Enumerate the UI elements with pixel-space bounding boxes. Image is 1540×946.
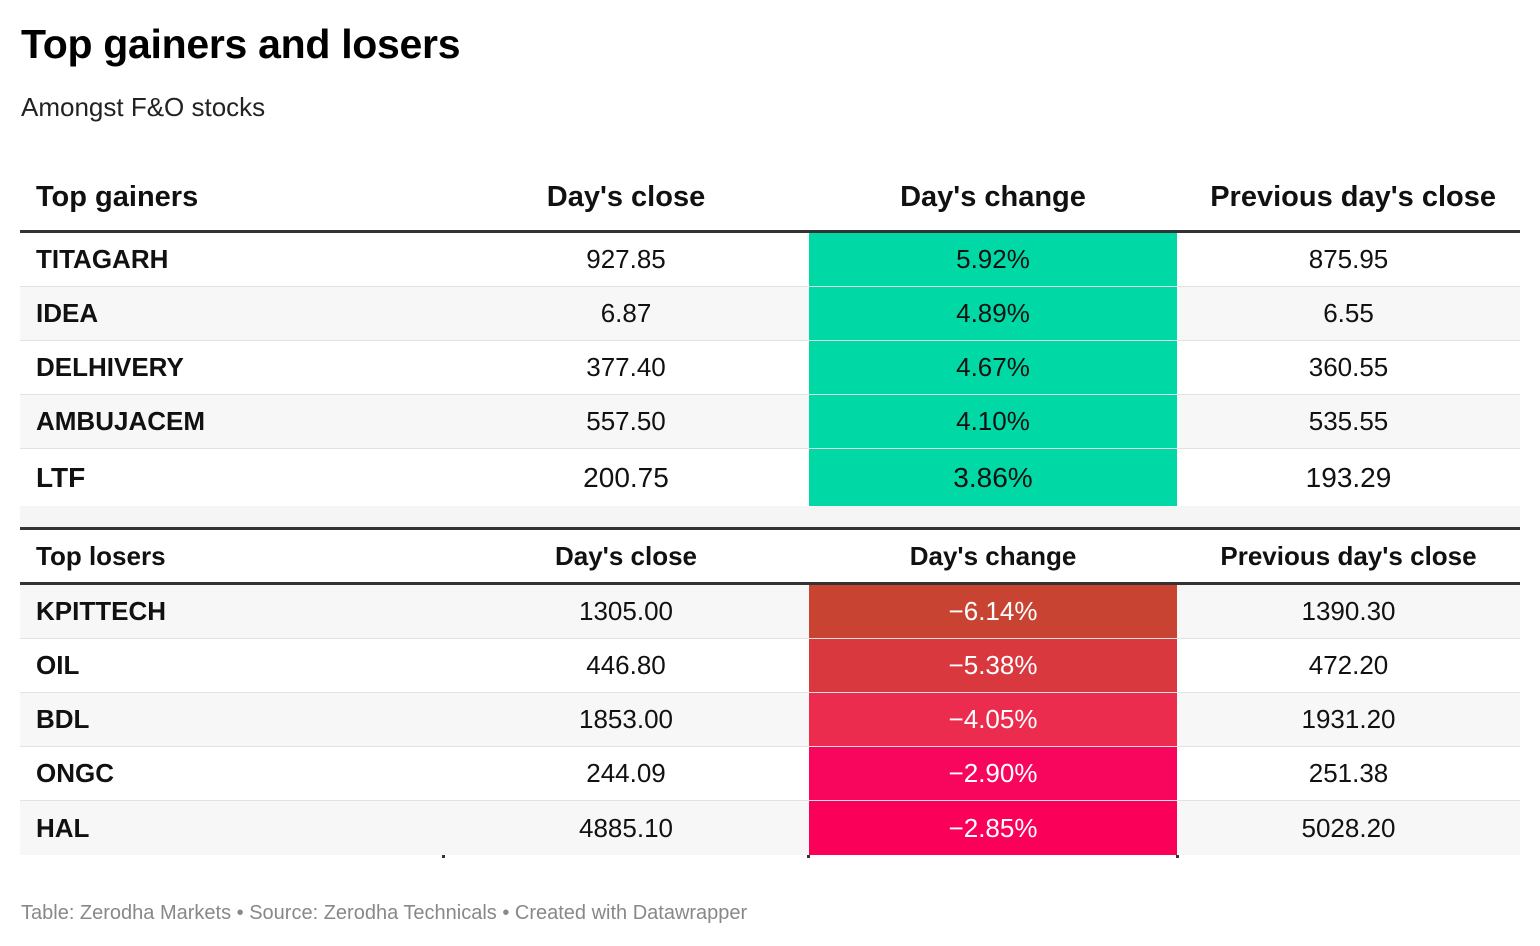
prev-close: 535.55: [1308, 406, 1389, 436]
stock-name: HAL: [36, 812, 90, 843]
days-change: 4.10%: [809, 395, 1177, 448]
gainer-row: LTF 200.75 3.86% 193.29: [20, 449, 1520, 506]
days-change: 3.86%: [809, 449, 1177, 506]
prev-close: 472.20: [1308, 650, 1389, 680]
days-close: 1305.00: [579, 596, 673, 626]
gainer-row: DELHIVERY 377.40 4.67% 360.55: [20, 341, 1520, 395]
stock-name: ONGC: [36, 758, 114, 788]
days-close: 6.87: [600, 298, 652, 328]
gainers-header-change: Day's change: [900, 181, 1086, 213]
stock-name: KPITTECH: [36, 596, 166, 626]
days-change: −2.85%: [809, 801, 1177, 855]
loser-row: OIL 446.80 −5.38% 472.20: [20, 639, 1520, 693]
losers-header-prev-close: Previous day's close: [1220, 540, 1477, 571]
losers-header-stock: Top losers: [36, 540, 166, 571]
gainer-row: AMBUJACEM 557.50 4.10% 535.55: [20, 395, 1520, 449]
stock-name: BDL: [36, 704, 90, 734]
stock-name: IDEA: [36, 298, 99, 328]
prev-close: 875.95: [1308, 244, 1389, 274]
gainers-header-close: Day's close: [546, 181, 706, 213]
days-close: 1853.00: [579, 704, 673, 734]
days-close: 4885.10: [579, 812, 673, 843]
losers-header-change: Day's change: [909, 540, 1077, 571]
days-change: 5.92%: [809, 233, 1177, 286]
stock-name: TITAGARH: [36, 244, 169, 274]
gainers-losers-table: Top gainers Day's close Day's change Pre…: [20, 165, 1520, 858]
losers-header-row: Top losers Day's close Day's change Prev…: [20, 530, 1520, 585]
days-close: 377.40: [586, 352, 666, 382]
days-close: 200.75: [583, 461, 669, 493]
prev-close: 1390.30: [1301, 596, 1396, 626]
days-change: −5.38%: [809, 639, 1177, 692]
days-change: 4.89%: [809, 287, 1177, 340]
table-body: TITAGARH 927.85 5.92% 875.95 IDEA 6.87 4…: [20, 233, 1520, 858]
days-close: 927.85: [586, 244, 666, 274]
stock-name: OIL: [36, 650, 80, 680]
loser-row: BDL 1853.00 −4.05% 1931.20: [20, 693, 1520, 747]
loser-row: ONGC 244.09 −2.90% 251.38: [20, 747, 1520, 801]
stock-name: DELHIVERY: [36, 352, 184, 382]
gainers-header-prev-close: Previous day's close: [1210, 181, 1496, 213]
loser-row: HAL 4885.10 −2.85% 5028.20: [20, 801, 1520, 855]
prev-close: 5028.20: [1301, 812, 1396, 843]
days-change: −4.05%: [809, 693, 1177, 746]
gainer-row: IDEA 6.87 4.89% 6.55: [20, 287, 1520, 341]
days-close: 244.09: [586, 758, 666, 788]
days-close: 557.50: [586, 406, 666, 436]
days-change: −2.90%: [809, 747, 1177, 800]
prev-close: 360.55: [1308, 352, 1389, 382]
gainer-row: TITAGARH 927.85 5.92% 875.95: [20, 233, 1520, 287]
chart-footer: Table: Zerodha Markets • Source: Zerodha…: [21, 902, 748, 924]
prev-close: 193.29: [1305, 461, 1392, 493]
losers-header-close: Day's close: [554, 540, 698, 571]
chart-title: Top gainers and losers: [21, 21, 461, 67]
days-close: 446.80: [586, 650, 666, 680]
prev-close: 6.55: [1323, 298, 1374, 328]
gainers-header-row: Top gainers Day's close Day's change Pre…: [20, 165, 1520, 233]
prev-close: 1931.20: [1301, 704, 1396, 734]
stock-name: AMBUJACEM: [36, 406, 205, 436]
prev-close: 251.38: [1308, 758, 1389, 788]
days-change: 4.67%: [809, 341, 1177, 394]
section-spacer: [20, 506, 1520, 530]
chart-subtitle: Amongst F&O stocks: [21, 92, 266, 122]
days-change: −6.14%: [809, 585, 1177, 638]
gainers-header-stock: Top gainers: [36, 181, 199, 213]
loser-row: KPITTECH 1305.00 −6.14% 1390.30: [20, 585, 1520, 639]
stock-name: LTF: [36, 461, 86, 493]
